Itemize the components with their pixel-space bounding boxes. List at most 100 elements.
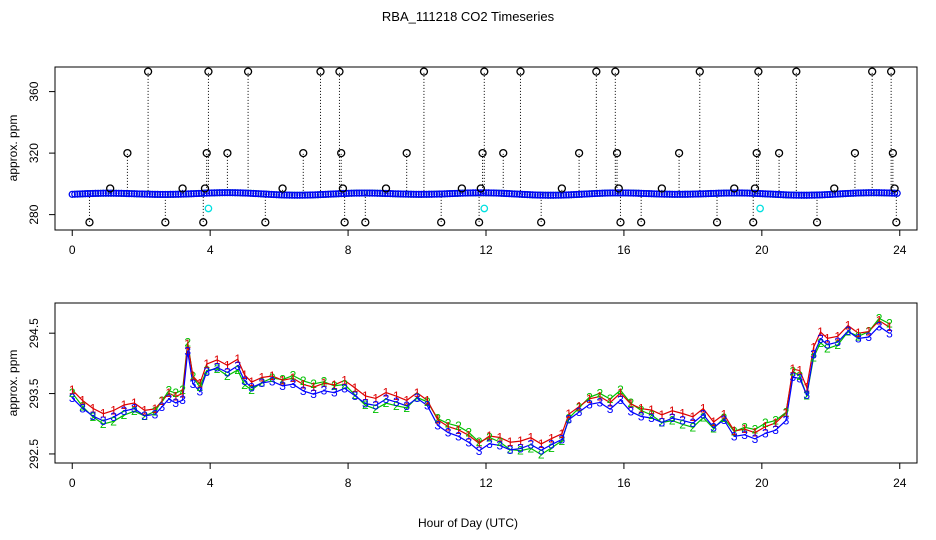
series-2-marker: 2	[79, 400, 86, 414]
baseline-blue-point	[673, 190, 681, 198]
series-3-marker: 3	[465, 435, 472, 449]
baseline-blue-point	[826, 190, 834, 199]
baseline-blue-point	[642, 189, 650, 198]
series-3-marker: 3	[455, 429, 462, 443]
series-2-marker: 2	[576, 401, 583, 415]
baseline-blue-point	[327, 190, 335, 198]
series-3-marker: 3	[90, 409, 97, 423]
baseline-blue-point	[272, 191, 281, 199]
series-1-marker: 1	[321, 376, 328, 390]
series-1-marker: 1	[196, 377, 203, 391]
baseline-blue-point	[394, 190, 402, 198]
baseline-blue-point	[185, 190, 193, 198]
series-2-marker: 2	[203, 364, 210, 378]
x-axis-label: Hour of Day (UTC)	[418, 516, 518, 530]
series-2-marker: 2	[669, 414, 676, 428]
baseline-blue-point	[847, 189, 855, 197]
series-3-marker: 3	[100, 414, 107, 428]
baseline-blue-point	[821, 191, 829, 199]
series-1-marker: 1	[855, 326, 862, 340]
baseline-blue-point	[443, 190, 451, 198]
baseline-blue-point	[813, 191, 821, 199]
baseline-blue-point	[172, 190, 180, 198]
baseline-blue-point	[260, 190, 268, 198]
baseline-blue-point	[81, 190, 89, 198]
baseline-blue-point	[409, 190, 418, 198]
series-3-marker: 3	[414, 391, 421, 405]
spike-point	[243, 67, 253, 76]
series-3-marker: 3	[341, 381, 348, 395]
series-3-marker: 3	[69, 391, 76, 405]
series-1-marker: 1	[486, 429, 493, 443]
series-3-marker: 3	[700, 407, 707, 421]
series-1-marker: 1	[834, 329, 841, 343]
baseline-blue-point	[291, 191, 299, 199]
series-2-marker: 2	[196, 380, 203, 394]
top-x-tick-label: 0	[69, 243, 76, 257]
series-3-marker: 3	[810, 348, 817, 362]
baseline-blue-point	[836, 190, 844, 198]
baseline-blue-point	[614, 189, 622, 197]
baseline-blue-point	[606, 189, 614, 197]
series-2-marker: 2	[710, 422, 717, 436]
series-3-marker: 3	[721, 413, 728, 427]
baseline-blue-point	[681, 190, 689, 198]
baseline-blue-point	[880, 189, 888, 197]
baseline-blue-point	[875, 189, 883, 197]
baseline-blue-point	[451, 189, 459, 198]
spike-point	[892, 218, 901, 227]
top-x-tick-label: 12	[479, 243, 493, 257]
series-1-marker: 1	[179, 386, 186, 400]
baseline-blue-point	[166, 190, 175, 198]
baseline-blue-point	[141, 190, 149, 198]
baseline-blue-point	[668, 190, 676, 198]
baseline-blue-point	[68, 190, 76, 198]
spike-point	[612, 148, 622, 158]
series-2-marker: 2	[834, 338, 841, 352]
series-2-marker: 2	[241, 378, 248, 392]
series-2-marker: 2	[659, 416, 666, 430]
series-3-marker: 3	[476, 444, 483, 458]
baseline-blue-point	[446, 190, 454, 198]
top-y-tick-label: 280	[27, 204, 41, 224]
baseline-blue-point	[528, 191, 537, 199]
top-x-tick-label: 8	[345, 243, 352, 257]
series-3-marker: 3	[352, 389, 359, 403]
series-1-marker: 1	[617, 386, 624, 400]
baseline-blue-point	[629, 189, 638, 197]
series-3-marker: 3	[321, 384, 328, 398]
series-2-marker: 2	[383, 396, 390, 410]
baseline-blue-point	[479, 189, 488, 197]
series-2-marker: 2	[269, 371, 276, 385]
baseline-blue-point	[334, 190, 343, 198]
series-3-marker: 3	[679, 413, 686, 427]
baseline-blue-point	[497, 189, 506, 197]
series-1-marker: 1	[700, 402, 707, 416]
baseline-blue-point	[699, 190, 707, 198]
spike-point	[754, 67, 763, 76]
baseline-blue-point	[301, 191, 309, 199]
bottom-x-tick-label: 0	[69, 476, 76, 490]
baseline-blue-point	[596, 189, 604, 197]
series-2-marker: 2	[393, 399, 400, 413]
series-2-marker: 2	[824, 342, 831, 356]
series-3-marker: 3	[259, 376, 266, 390]
series-1-marker: 1	[110, 403, 117, 417]
series-3-marker: 3	[290, 377, 297, 391]
baseline-blue-point	[71, 190, 79, 198]
baseline-blue-point	[678, 190, 687, 198]
baseline-blue-point	[195, 189, 203, 198]
baseline-blue-point	[360, 189, 369, 197]
series-1-marker: 1	[259, 370, 266, 384]
series-3-marker: 3	[576, 405, 583, 419]
baseline-blue-point	[777, 191, 785, 199]
baseline-blue-point	[730, 189, 738, 197]
series-2-marker: 2	[476, 435, 483, 449]
series-1-marker: 1	[824, 331, 831, 345]
series-1-marker: 1	[214, 353, 221, 367]
spike-point	[178, 184, 187, 193]
baseline-blue-point	[187, 190, 195, 198]
baseline-blue-point	[358, 189, 366, 197]
series-3-marker: 3	[496, 438, 503, 452]
spike-point	[261, 218, 270, 227]
